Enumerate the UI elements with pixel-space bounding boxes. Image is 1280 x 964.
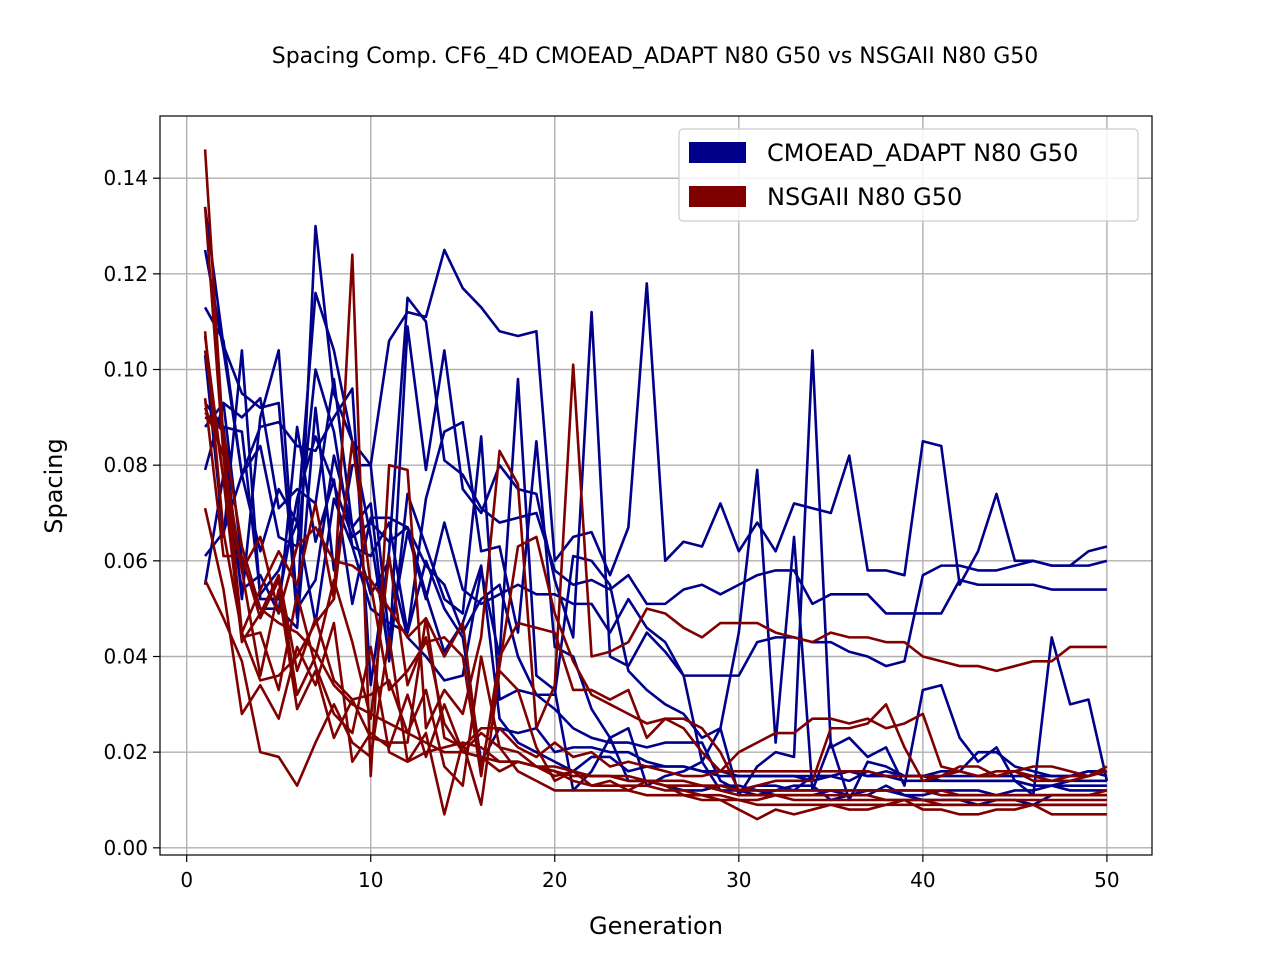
x-tick-label: 0 [180, 868, 193, 892]
series-line-2-run-9 [203, 350, 1107, 807]
y-axis-ticks: 0.00 0.02 0.04 0.06 0.08 0.10 0.12 0.14 [103, 166, 160, 860]
legend-swatch [689, 186, 746, 207]
series-line-2-run-3 [203, 331, 1108, 792]
y-tick-label: 0.14 [103, 166, 148, 190]
x-tick-label: 10 [358, 868, 383, 892]
y-tick-label: 0.06 [103, 549, 148, 573]
legend: CMOEAD_ADAPT N80 G50 NSGAII N80 G50 [678, 128, 1139, 222]
series-line-2-run-10 [203, 398, 1108, 797]
x-tick-label: 50 [1094, 868, 1119, 892]
legend-box [678, 128, 1139, 222]
series-line-2-run-4 [203, 335, 1108, 778]
y-tick-label: 0.08 [103, 453, 148, 477]
series-line-1-run-1 [203, 206, 1108, 620]
x-tick-label: 20 [542, 868, 567, 892]
series-line-2-run-2 [203, 206, 1108, 783]
y-tick-label: 0.10 [103, 358, 148, 382]
legend-label: NSGAII N80 G50 [767, 183, 962, 211]
y-tick-label: 0.04 [103, 644, 148, 668]
y-tick-label: 0.12 [103, 262, 148, 286]
series-line-2-run-1 [203, 149, 1107, 778]
x-tick-label: 40 [910, 868, 935, 892]
y-tick-label: 0.00 [103, 836, 148, 860]
y-axis-label: Spacing [40, 438, 68, 533]
series-lines [203, 149, 1109, 821]
plot-frame [159, 115, 1153, 856]
x-axis-ticks: 0 10 20 30 40 50 [180, 855, 1120, 892]
chart-title: Spacing Comp. CF6_4D CMOEAD_ADAPT N80 G5… [272, 44, 1039, 69]
legend-label: CMOEAD_ADAPT N80 G50 [767, 139, 1078, 167]
series-line-1-run-2 [203, 249, 1107, 687]
series-line-1-run-9 [203, 425, 1107, 783]
legend-swatch [689, 142, 746, 163]
series-line-1-run-10 [204, 416, 1107, 792]
x-tick-label: 30 [726, 868, 751, 892]
y-tick-label: 0.02 [103, 740, 148, 764]
series-group-2 [203, 149, 1108, 821]
x-axis-label: Generation [589, 912, 723, 940]
